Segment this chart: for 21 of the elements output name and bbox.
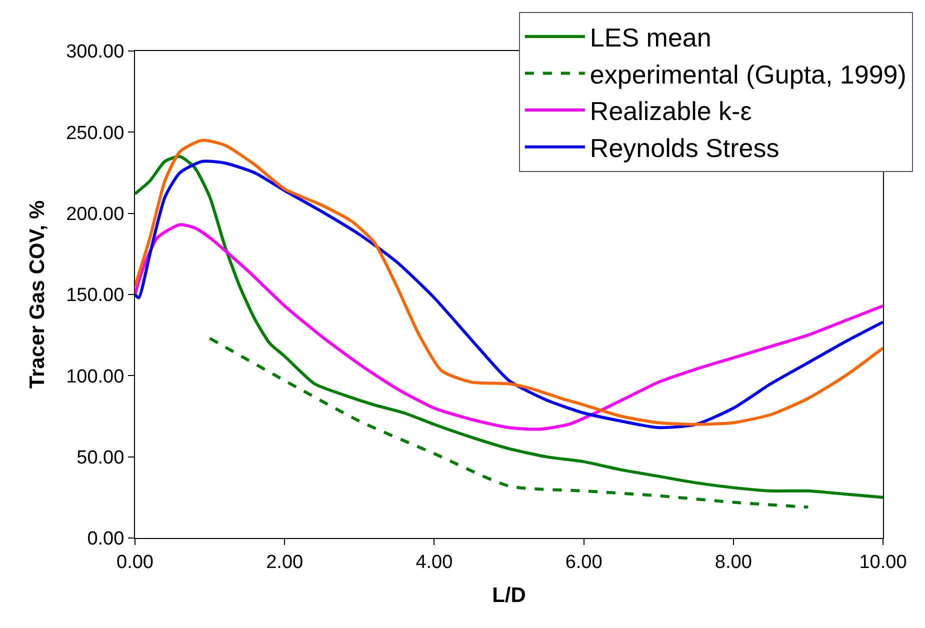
y-tick-label: 50.00: [76, 447, 124, 468]
x-tick-label: 6.00: [565, 552, 602, 573]
line-series: [208, 336, 810, 509]
y-tick-label: 150.00: [66, 285, 124, 306]
x-tick-label: 0.00: [116, 552, 154, 573]
y-tick-label: 0.00: [87, 528, 124, 550]
legend-label: Reynolds Stress: [590, 132, 780, 163]
y-tick-label: 250.00: [66, 122, 124, 144]
y-tick-label: 300.00: [66, 42, 124, 63]
x-tick-label: 2.00: [266, 552, 304, 573]
y-tick-label: 100.00: [66, 366, 124, 388]
legend-label: LES mean: [590, 22, 712, 53]
legend-label: experimental (Gupta, 1999): [590, 59, 906, 90]
x-tick-label: 10.00: [859, 552, 907, 573]
line-series: [135, 223, 883, 431]
x-tick-label: 4.00: [416, 552, 453, 573]
legend-label: Realizable k-ε: [590, 96, 752, 126]
y-tick-label: 200.00: [66, 204, 124, 225]
y-axis-title: Tracer Gas COV, %: [26, 200, 50, 389]
x-tick-label: 8.00: [714, 552, 752, 573]
x-axis-title: L/D: [492, 584, 526, 607]
